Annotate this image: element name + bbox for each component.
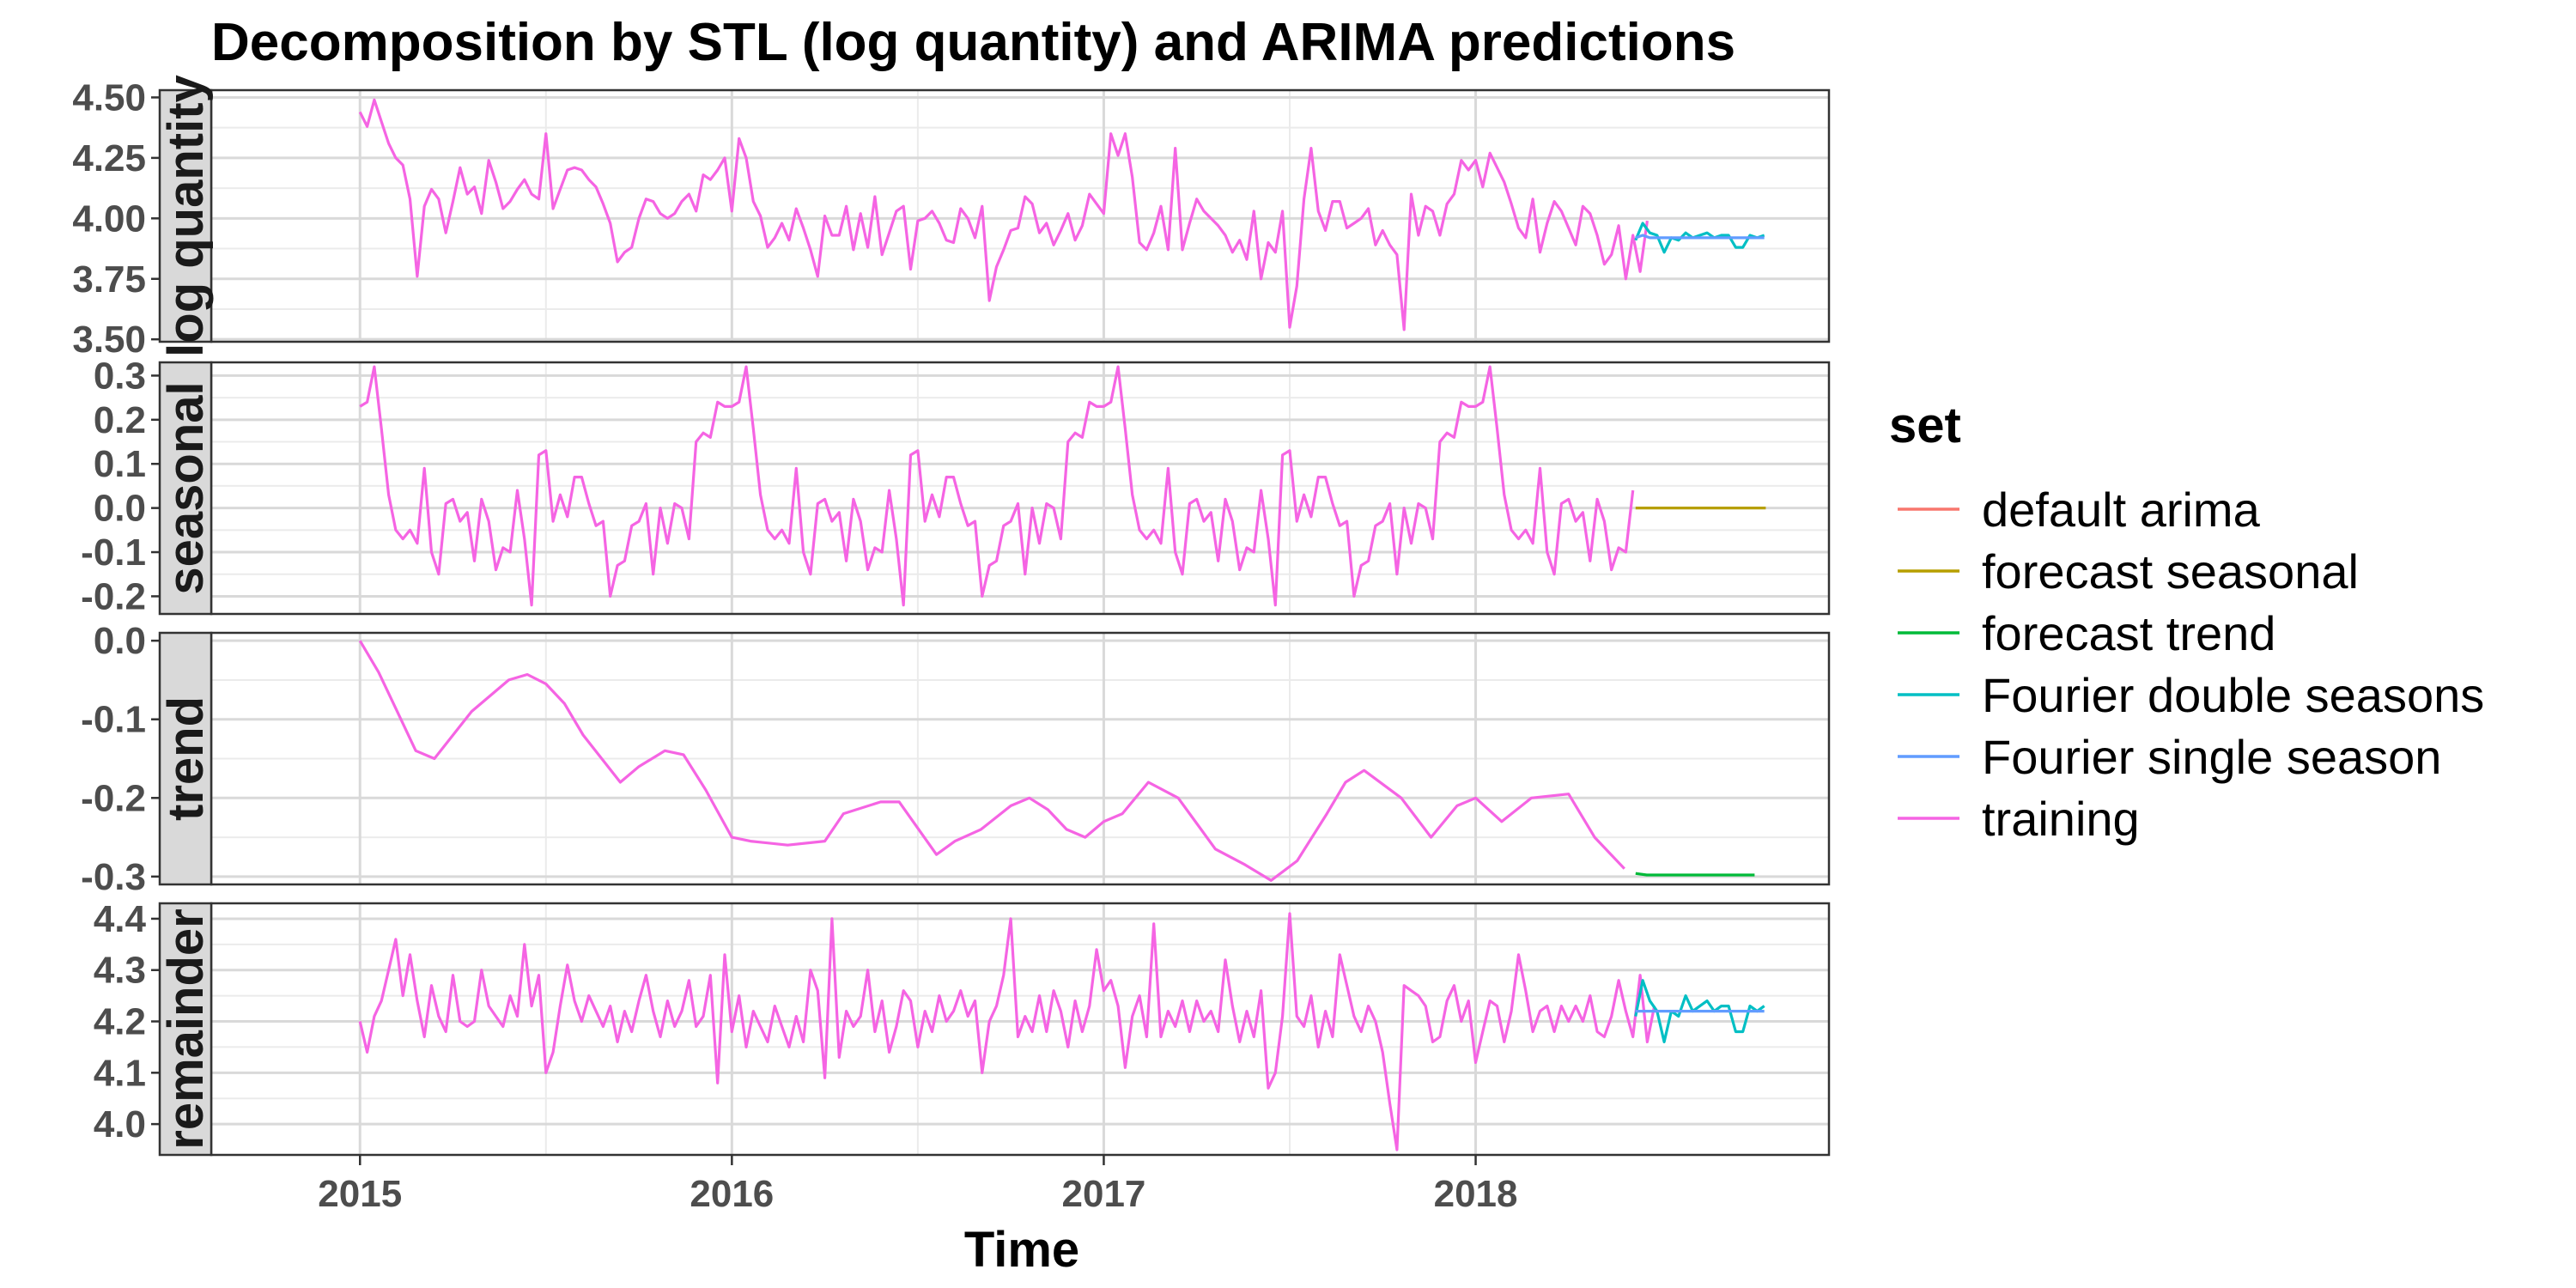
legend-label: Fourier single season [1982,730,2441,784]
y-tick-label: 0.0 [94,488,146,530]
legend-label: forecast seasonal [1982,544,2359,598]
y-tick-label: 4.1 [94,1052,146,1094]
series-line-training [358,98,1649,331]
panel-background [211,362,1829,614]
x-axis-title: Time [964,1222,1079,1278]
series-line-fourier-single-season [1635,234,1765,240]
chart-title: Decomposition by STL (log quantity) and … [211,13,1735,72]
series-line-fourier-double-seasons [1634,222,1765,254]
y-tick-label: -0.2 [81,777,146,819]
strip-label: seasonal [158,381,214,594]
strip-label: remainder [158,908,214,1149]
y-tick-label: 0.1 [94,443,146,485]
y-tick-label: 0.2 [94,399,146,441]
y-tick-label: 3.50 [72,319,146,361]
legend-label: training [1982,792,2140,846]
panel-trend: trend -0.3 -0.2 -0.1 0.0 [81,620,1831,898]
y-tick-label: 0.0 [94,620,146,662]
panel-seasonal: seasonal -0.2-0.10.00.10.20.3 [81,355,1831,617]
y-tick-label: 0.3 [94,355,146,397]
panel-remainder: remainder 4.0 4.1 4.2 4.3 4.4 [94,898,1831,1157]
panel-log-quantity: log quantity 3.50 3.75 4.00 4.25 4.50 [72,75,1831,361]
y-tick-label: 4.25 [72,137,146,179]
x-tick-label: 2018 [1434,1173,1518,1215]
y-tick-label: 4.50 [72,76,146,118]
series-line-training [358,912,1656,1151]
y-tick-label: 4.0 [94,1103,146,1145]
strip-background [158,902,213,1157]
y-tick-label: 4.2 [94,1001,146,1043]
y-tick-label: -0.3 [81,856,146,898]
strip-label: log quantity [158,75,214,357]
y-tick-label: 4.3 [94,950,146,992]
strip-background [158,631,213,886]
legend: set default arima forecast seasonal foreca… [1889,398,2484,846]
strip-background [158,361,213,616]
legend-label: Fourier double seasons [1982,668,2484,722]
y-tick-label: -0.1 [81,699,146,741]
series-line-training [358,640,1625,883]
y-tick-label: 4.4 [94,898,147,940]
x-tick-label: 2017 [1062,1173,1146,1215]
legend-label: default arima [1982,483,2261,537]
x-tick-label: 2015 [318,1173,402,1215]
y-tick-label: -0.1 [81,532,146,574]
strip-background [158,88,213,343]
legend-label: forecast trend [1982,606,2275,660]
series-line-forecast-trend [1635,872,1755,877]
y-tick-label: 3.75 [72,258,146,301]
legend-title: set [1889,398,1961,453]
strip-label: trend [158,696,214,821]
x-tick-label: 2016 [690,1173,774,1215]
y-tick-label: 4.00 [72,197,146,240]
y-tick-label: -0.2 [81,575,146,617]
series-line-training [359,365,1635,607]
